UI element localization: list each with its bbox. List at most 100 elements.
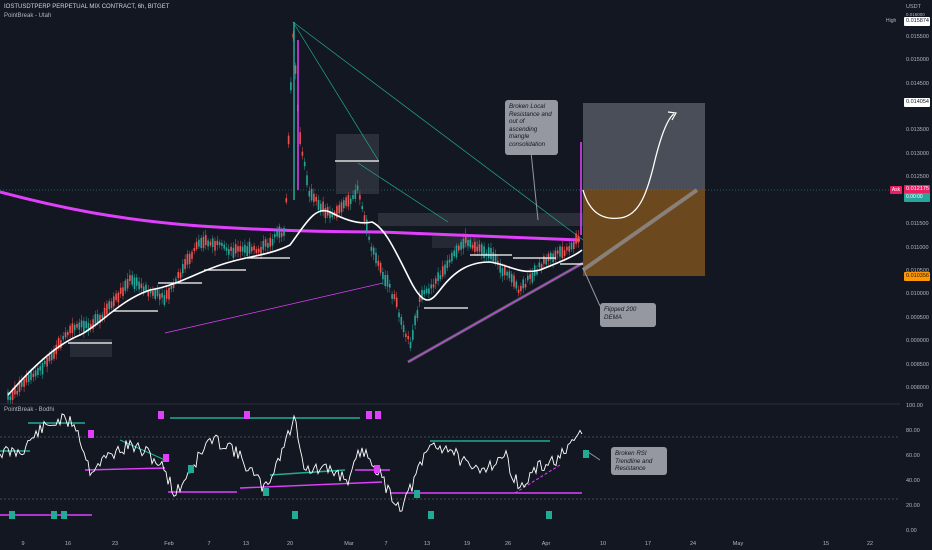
- candle-body: [393, 294, 396, 300]
- candle-body: [165, 290, 168, 299]
- candle-body: [216, 240, 219, 245]
- candle-body: [386, 274, 389, 287]
- candle-body: [11, 389, 14, 400]
- price-tick: 0.009500: [906, 315, 929, 321]
- candle-body: [16, 390, 18, 395]
- candle-body: [524, 283, 527, 288]
- time-tick: 7: [207, 541, 211, 547]
- candle-body: [446, 260, 449, 269]
- osc-tick: 60.00: [906, 453, 920, 459]
- osc-support-1: [84, 467, 166, 471]
- trend-line-resistance: [292, 21, 584, 241]
- candle-body: [161, 293, 163, 298]
- candle-body: [522, 279, 524, 289]
- candle-body: [193, 247, 196, 251]
- candle-body: [490, 248, 492, 260]
- candle-body: [21, 381, 23, 387]
- osc-trend-1: [119, 439, 166, 461]
- candle-body: [182, 264, 184, 274]
- candle-body: [435, 278, 437, 284]
- dema-200-line: [0, 190, 581, 242]
- candle-body: [451, 252, 453, 262]
- candle-body: [439, 275, 442, 280]
- candle-body: [474, 241, 476, 252]
- candle-body: [96, 314, 99, 324]
- candle-body: [499, 262, 501, 273]
- candle-body: [391, 294, 393, 299]
- candle-body: [186, 253, 189, 265]
- candle-body: [432, 284, 435, 288]
- pivot-levels: [68, 160, 583, 344]
- candle-body: [290, 82, 292, 91]
- indicator-main-title[interactable]: PointBreak - Utah: [4, 13, 52, 19]
- candle-body: [407, 336, 409, 340]
- candle-body: [324, 207, 327, 218]
- osc-resist-5: [269, 469, 346, 476]
- candle-body: [234, 244, 237, 254]
- candle-body: [122, 287, 124, 296]
- candle-body: [184, 259, 186, 270]
- candle-body: [568, 246, 570, 252]
- candle-body: [476, 246, 478, 252]
- candle-body: [154, 289, 156, 299]
- candle-body: [497, 260, 499, 265]
- note-broken-resistance[interactable]: Broken Local Resistance and out of ascen…: [505, 100, 558, 155]
- candle-body: [483, 246, 485, 259]
- candle-body: [230, 246, 232, 252]
- candle-body: [464, 234, 467, 244]
- candle-body: [71, 323, 74, 334]
- note-flipped-dema[interactable]: Flipped 200 DEMA: [600, 303, 656, 327]
- candle-body: [62, 336, 64, 340]
- candle-body: [131, 275, 133, 285]
- price-tick: 0.015500: [906, 34, 929, 40]
- candle-body: [416, 310, 419, 319]
- candle-body: [554, 250, 557, 261]
- candle-body: [375, 252, 377, 264]
- candle-body: [414, 315, 416, 326]
- candle-body: [129, 275, 131, 282]
- candle-body: [9, 396, 12, 401]
- time-tick: 19: [463, 541, 471, 547]
- candle-body: [262, 240, 265, 250]
- candle-body: [246, 246, 248, 256]
- candle-body: [301, 151, 304, 156]
- note-pointer-dema: [582, 267, 601, 307]
- candle-body: [425, 288, 428, 294]
- candle-body: [329, 211, 331, 219]
- candle-body: [126, 278, 129, 289]
- candle-body: [48, 354, 51, 362]
- candle-body: [308, 190, 311, 197]
- stop-zone: [583, 190, 705, 276]
- osc-tick: 20.00: [906, 503, 920, 509]
- trend-line-support: [164, 282, 384, 334]
- candle-body: [428, 288, 430, 294]
- candle-body: [368, 236, 370, 240]
- price-tick: 0.013000: [906, 151, 929, 157]
- symbol-title: IOSTUSDTPERP PERPETUAL MIX CONTRACT, 6h,…: [4, 4, 170, 10]
- rsi-line: [0, 413, 583, 512]
- candle-body: [421, 289, 423, 301]
- price-tick: 0.009000: [906, 338, 929, 344]
- candle-body: [520, 285, 522, 292]
- high-value-tag: 0.015874: [904, 17, 930, 26]
- candle-body: [198, 239, 200, 247]
- candle-body: [494, 253, 497, 264]
- candle-body: [561, 246, 564, 259]
- candle-body: [366, 219, 368, 231]
- price-tick: 0.014500: [906, 81, 929, 87]
- projected-path: [582, 113, 675, 220]
- time-tick: 24: [689, 541, 697, 547]
- candle-body: [405, 333, 407, 337]
- note-broken-rsi[interactable]: Broken RSI Trendline and Resistance: [611, 447, 667, 475]
- candle-body: [57, 337, 60, 349]
- candle-body: [303, 161, 306, 167]
- indicator-sub-title[interactable]: PointBreak - Bodhi: [4, 407, 55, 413]
- osc-tick: 0.00: [906, 528, 917, 534]
- candle-body: [152, 290, 154, 296]
- candle-body: [37, 367, 39, 376]
- candle-body: [267, 243, 269, 248]
- candle-body: [322, 201, 324, 213]
- candle-body: [30, 371, 32, 381]
- time-tick: Mar: [344, 541, 354, 547]
